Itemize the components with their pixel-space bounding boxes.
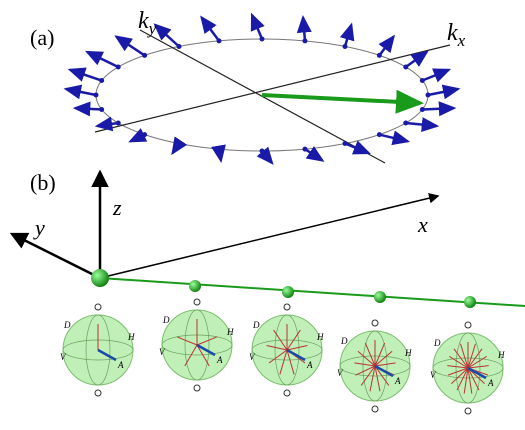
basis-label: A — [394, 376, 401, 386]
bead — [282, 286, 294, 298]
bead — [189, 280, 201, 292]
spin-arrow — [66, 89, 96, 95]
basis-label: D — [252, 320, 260, 330]
green-arrow — [262, 95, 420, 103]
z-label: z — [112, 195, 122, 220]
spin-arrow — [97, 123, 118, 126]
basis-label: H — [316, 332, 324, 342]
bottom-marker — [465, 408, 471, 414]
spin-arrow — [428, 89, 458, 95]
y-axis — [12, 234, 100, 278]
basis-label: D — [433, 338, 441, 348]
ky-sub: y — [147, 19, 157, 38]
y-label: y — [33, 215, 45, 240]
spin-arrow — [75, 108, 101, 109]
top-marker — [194, 299, 200, 305]
basis-label: D — [162, 315, 170, 325]
basis-label: D — [63, 320, 71, 330]
kx-sub: x — [457, 31, 466, 50]
bottom-marker — [194, 385, 200, 391]
spin-arrow — [406, 123, 437, 126]
beads — [91, 269, 476, 308]
basis-label: A — [216, 355, 223, 365]
bottom-marker — [95, 390, 101, 396]
spin-arrow — [345, 25, 351, 47]
ky-label: ky — [138, 8, 157, 38]
spin-arrow — [379, 135, 407, 142]
spin-arrow — [70, 70, 102, 81]
spin-arrow — [202, 18, 219, 41]
spin-arrow — [116, 37, 144, 56]
ky-base: k — [138, 8, 149, 34]
basis-label: A — [487, 378, 494, 388]
basis-label: A — [306, 360, 313, 370]
x-label: x — [417, 212, 428, 237]
kx-axis — [95, 45, 450, 132]
basis-label: H — [127, 332, 135, 342]
spin-arrow — [305, 149, 322, 160]
panel-label: (a) — [30, 25, 54, 50]
green-line — [100, 278, 525, 306]
spin-arrow — [87, 52, 118, 67]
basis-label: D — [340, 336, 348, 346]
bottom-marker — [284, 390, 290, 396]
top-marker — [372, 320, 378, 326]
bead — [91, 269, 109, 287]
spin-arrow — [130, 135, 144, 142]
spin-arrow — [252, 15, 262, 39]
bead — [464, 296, 476, 308]
spin-arrow — [262, 151, 272, 163]
bottom-marker — [372, 406, 378, 412]
figure: (a) ky kx (b) z y x DHVADHVADHVADHVADHVA — [0, 0, 525, 430]
spin-arrow — [173, 143, 179, 153]
basis-label: H — [497, 350, 505, 360]
panel-label: (b) — [30, 170, 56, 195]
spin-arrow — [303, 18, 305, 41]
top-marker — [465, 322, 471, 328]
spin-arrow — [422, 108, 454, 109]
kx-base: k — [447, 20, 458, 46]
x-axis — [100, 196, 438, 278]
basis-label: H — [226, 327, 234, 337]
basis-label: H — [404, 348, 412, 358]
spin-arrow — [155, 25, 179, 47]
top-marker — [284, 304, 290, 310]
spin-arrow — [379, 37, 393, 56]
spin-arrow — [422, 70, 448, 81]
bead — [374, 291, 386, 303]
basis-label: A — [117, 360, 124, 370]
kx-label: kx — [447, 20, 466, 50]
bloch-spheres: DHVADHVADHVADHVADHVA — [60, 299, 505, 414]
top-marker — [95, 304, 101, 310]
spin-arrows — [66, 15, 458, 163]
spin-arrow — [406, 52, 427, 67]
spin-arrow — [345, 143, 369, 153]
